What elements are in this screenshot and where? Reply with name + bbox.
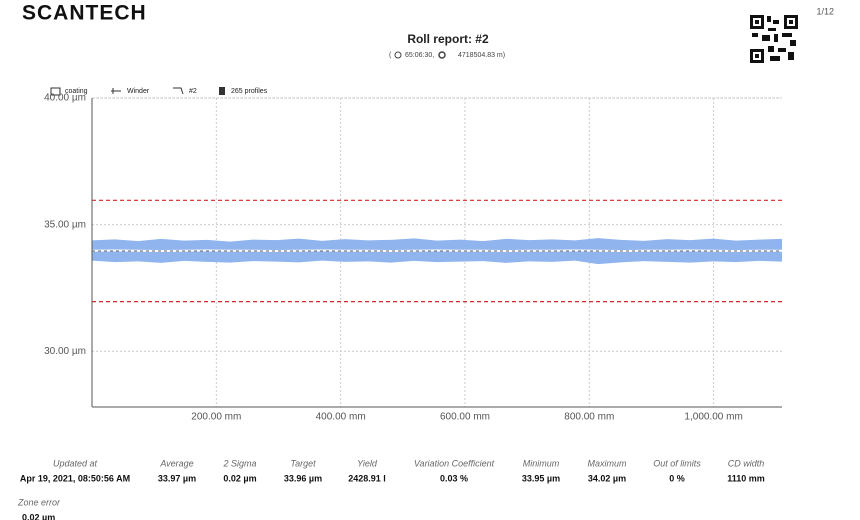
stat-label: Average	[159, 458, 193, 468]
stat-label: Yield	[357, 458, 378, 468]
qr-code	[750, 15, 798, 63]
toolbar-item: Winder	[127, 88, 150, 95]
y-tick-label: 40.00 µm	[44, 93, 86, 104]
stat-value: 33.95 µm	[522, 473, 560, 483]
subtitle-open: (	[389, 52, 392, 59]
stat-label: 2 Sigma	[222, 458, 256, 468]
stat-label: Zone error	[17, 497, 61, 507]
clock-icon	[394, 51, 402, 59]
stat-value: 0.03 %	[440, 473, 468, 483]
stat-value: 1110 mm	[727, 473, 765, 483]
icon	[111, 88, 121, 94]
stat-value: 0 %	[669, 473, 685, 483]
icon	[173, 87, 184, 95]
page-number: 1/12	[816, 6, 834, 16]
stat-value: 33.97 µm	[158, 473, 196, 483]
series-line	[91, 249, 782, 252]
x-tick-label: 200.00 mm	[191, 412, 241, 423]
stat-label: Variation Coefficient	[414, 458, 495, 468]
x-tick-label: 1,000.00 mm	[684, 412, 742, 423]
icon	[50, 87, 61, 96]
stat-value: 0.02 µm	[223, 473, 256, 483]
toolbar: coating Winder #2 265 profiles	[50, 87, 268, 96]
chart: 30.00 µm 35.00 µm 40.00 µm 200.00 mm 400.00 …	[44, 93, 782, 423]
stat-label: Minimum	[523, 458, 560, 468]
stat-value: 33.96 µm	[284, 473, 322, 483]
stat-label: Target	[290, 458, 316, 468]
x-tick-label: 800.00 mm	[564, 412, 614, 423]
toolbar-item: coating	[65, 88, 88, 95]
icon	[219, 87, 225, 95]
stat-label: CD width	[728, 458, 765, 468]
subtitle-length: 4718504.83 m)	[458, 52, 505, 59]
stat-value: Apr 19, 2021, 08:50:56 AM	[20, 473, 130, 483]
stat-label: Updated at	[53, 458, 98, 468]
toolbar-item: #2	[189, 88, 197, 95]
x-tick-label: 400.00 mm	[316, 412, 366, 423]
report-title: Roll report: #2	[407, 32, 489, 46]
roll-icon	[438, 51, 446, 59]
stats: Updated at Apr 19, 2021, 08:50:56 AM Avera…	[17, 458, 765, 520]
stat-label: Maximum	[587, 458, 627, 468]
stat-label: Out of limits	[653, 458, 701, 468]
stat-value: 34.02 µm	[588, 473, 626, 483]
y-tick-label: 30.00 µm	[44, 346, 86, 357]
y-tick-label: 35.00 µm	[44, 219, 86, 230]
subtitle-time: 65:06:30,	[405, 52, 434, 59]
stat-value: 2428.91 l	[348, 473, 386, 483]
logo: SCANTECH	[22, 2, 147, 25]
toolbar-item: 265 profiles	[231, 88, 268, 95]
x-tick-label: 600.00 mm	[440, 412, 490, 423]
stat-value: 0.02 µm	[22, 512, 55, 520]
